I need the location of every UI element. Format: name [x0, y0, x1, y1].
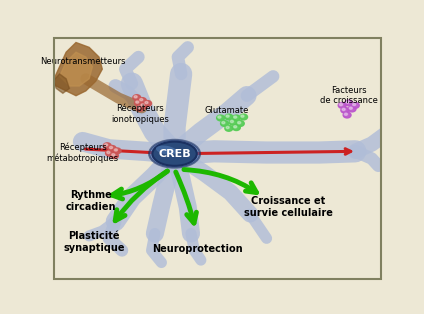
Circle shape [232, 125, 240, 131]
Circle shape [237, 122, 241, 124]
Text: Neuroprotection: Neuroprotection [152, 244, 243, 253]
Circle shape [341, 107, 349, 113]
Text: Glutamate: Glutamate [205, 106, 249, 115]
Circle shape [232, 115, 240, 121]
Circle shape [109, 146, 112, 149]
Circle shape [344, 113, 348, 115]
Circle shape [229, 119, 237, 125]
Circle shape [145, 101, 148, 104]
Circle shape [139, 98, 146, 103]
Circle shape [226, 126, 229, 129]
Circle shape [106, 150, 114, 156]
Circle shape [348, 106, 356, 112]
Circle shape [226, 115, 229, 117]
Circle shape [113, 148, 121, 154]
Circle shape [141, 104, 144, 106]
Circle shape [225, 126, 233, 131]
Circle shape [108, 145, 116, 151]
Circle shape [351, 102, 359, 108]
Circle shape [139, 99, 143, 101]
Circle shape [230, 120, 234, 122]
Circle shape [241, 115, 244, 117]
Circle shape [137, 106, 140, 109]
Circle shape [140, 103, 148, 109]
Circle shape [136, 106, 144, 111]
Circle shape [222, 122, 225, 124]
Text: Rythme
circadien: Rythme circadien [66, 190, 116, 212]
Text: CREB: CREB [158, 149, 191, 159]
Ellipse shape [149, 140, 200, 168]
Circle shape [136, 101, 139, 103]
Circle shape [220, 121, 229, 127]
Circle shape [352, 103, 356, 106]
Circle shape [104, 144, 108, 146]
Circle shape [349, 107, 352, 109]
Text: Récepteurs
ionotropiques: Récepteurs ionotropiques [111, 104, 169, 124]
Ellipse shape [152, 142, 197, 166]
Circle shape [218, 116, 221, 118]
Circle shape [225, 114, 233, 120]
Polygon shape [53, 42, 102, 96]
Circle shape [338, 102, 346, 108]
Circle shape [133, 95, 141, 100]
Text: Croissance et
survie cellulaire: Croissance et survie cellulaire [243, 196, 332, 218]
Circle shape [339, 103, 343, 106]
Polygon shape [59, 52, 92, 86]
Text: Neurotransmetteurs: Neurotransmetteurs [40, 57, 126, 66]
Circle shape [217, 115, 225, 121]
Text: Plasticité
synaptique: Plasticité synaptique [63, 231, 125, 253]
Circle shape [111, 153, 118, 159]
Text: Facteurs
de croissance: Facteurs de croissance [320, 86, 378, 106]
Circle shape [134, 95, 137, 98]
Circle shape [134, 100, 142, 106]
Circle shape [342, 108, 345, 111]
Circle shape [144, 100, 151, 106]
Ellipse shape [156, 146, 177, 155]
Circle shape [236, 121, 244, 127]
Circle shape [240, 114, 248, 120]
Circle shape [345, 100, 353, 106]
Circle shape [234, 126, 237, 128]
Text: Récepteurs
métabotropiques: Récepteurs métabotropiques [47, 142, 119, 163]
Circle shape [234, 116, 237, 118]
Polygon shape [53, 74, 70, 93]
Circle shape [107, 151, 110, 154]
Circle shape [112, 154, 115, 156]
Circle shape [103, 143, 111, 149]
Circle shape [346, 101, 349, 103]
Circle shape [343, 112, 351, 118]
Circle shape [114, 149, 117, 151]
